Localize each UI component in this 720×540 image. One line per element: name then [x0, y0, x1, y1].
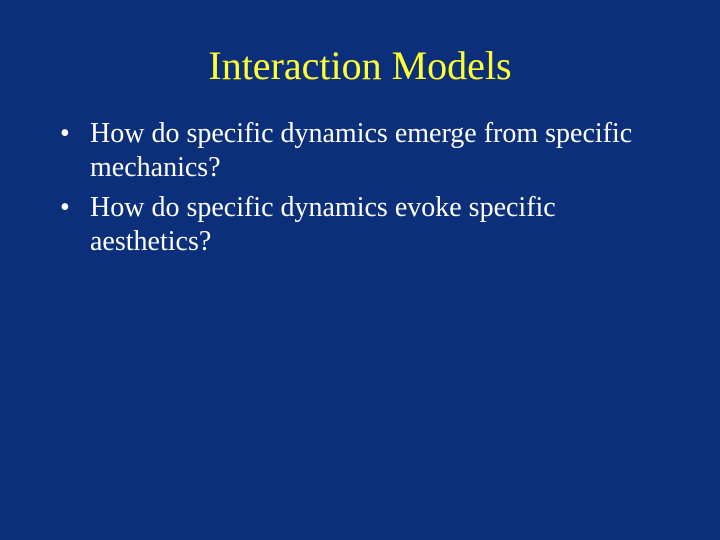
- slide: Interaction Models How do specific dynam…: [0, 0, 720, 540]
- list-item: How do specific dynamics evoke specific …: [54, 191, 666, 259]
- list-item: How do specific dynamics emerge from spe…: [54, 117, 666, 185]
- slide-body: How do specific dynamics emerge from spe…: [0, 117, 720, 260]
- slide-title: Interaction Models: [0, 0, 720, 117]
- bullet-list: How do specific dynamics emerge from spe…: [54, 117, 666, 260]
